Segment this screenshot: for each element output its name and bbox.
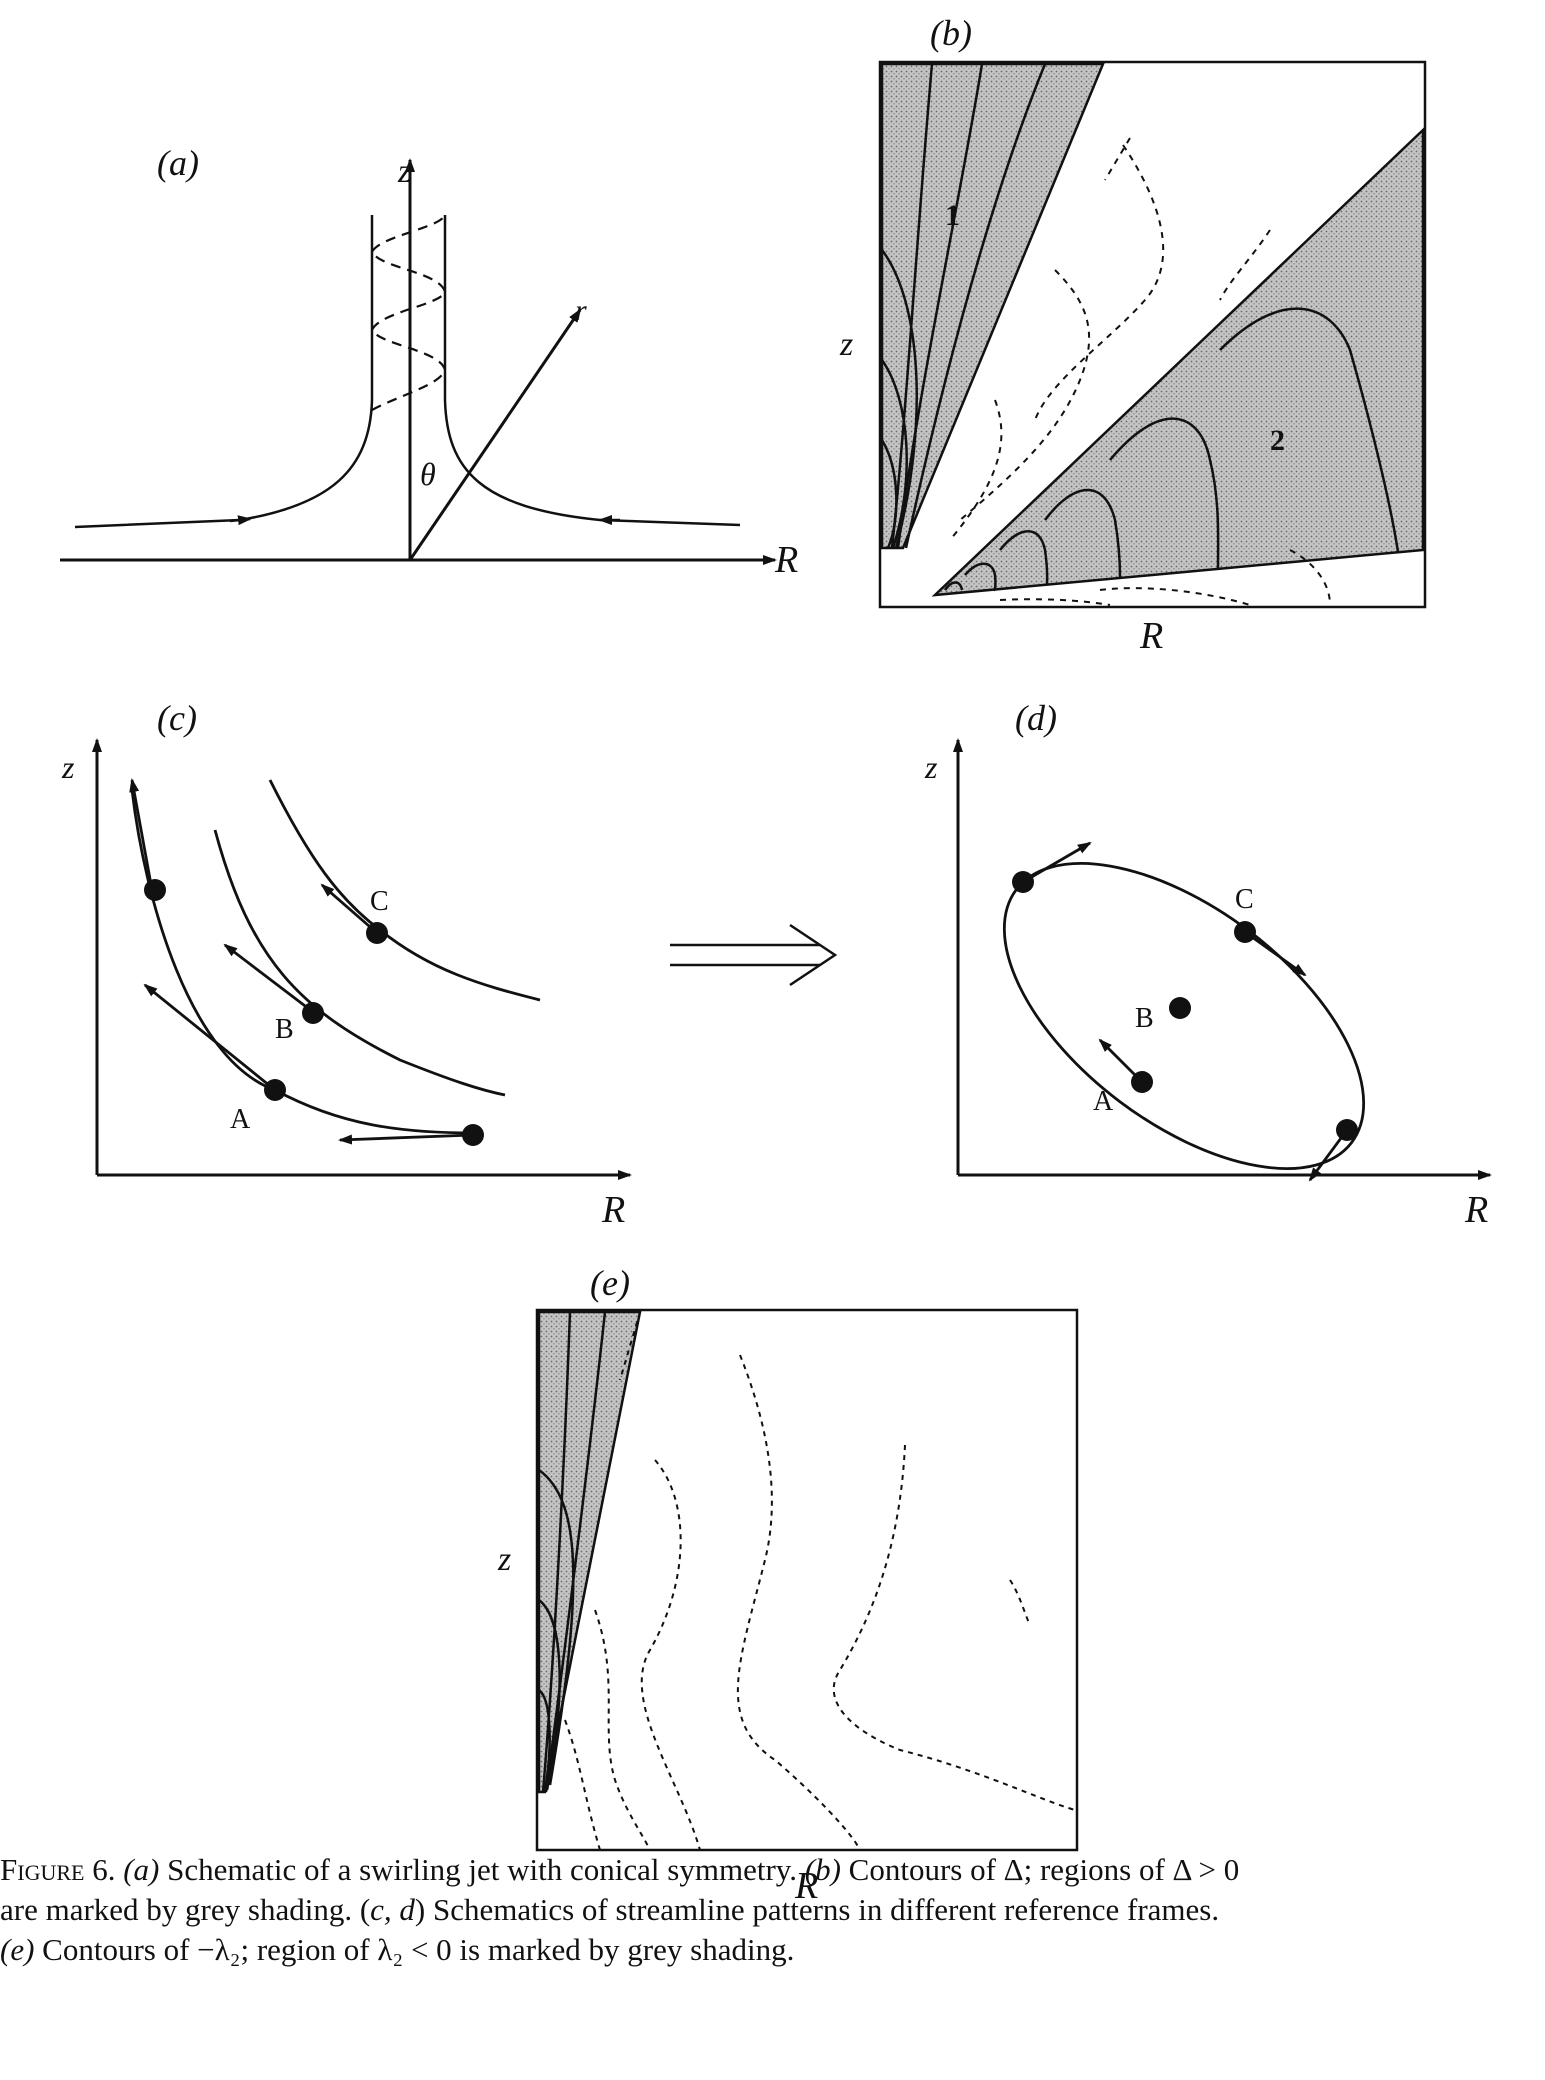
panel-e-tag: (e): [590, 1263, 630, 1303]
panel-c-velocity-arrows: [129, 778, 474, 1145]
panel-b-shaded-region-2: [931, 127, 1425, 597]
panel-e-solid-contours: [538, 1311, 607, 1793]
caption-figure-label: Figure 6.: [0, 1852, 116, 1887]
panel-c-tag: (c): [157, 698, 197, 738]
panel-c-point-A-label: A: [230, 1104, 251, 1135]
panel-d-z-label: z: [924, 749, 938, 785]
panel-d-point-B-label: B: [1135, 1003, 1154, 1034]
panel-c-streamlines: [130, 779, 541, 1135]
caption-text-e: Contours of −λ₂; region of λ₂ < 0 is mar…: [34, 1932, 795, 1967]
panel-e-z-label: z: [497, 1541, 511, 1578]
caption-part-cd: c, d: [370, 1892, 415, 1927]
panel-c-points: [144, 879, 484, 1146]
panel-a-theta-label: θ: [420, 456, 436, 492]
caption-part-b: (b): [804, 1852, 841, 1887]
panel-c-z-label: z: [61, 749, 75, 785]
panel-e-shaded-region: [537, 1310, 642, 1794]
panel-d-points: [1012, 871, 1358, 1141]
panel-b: (b): [839, 13, 1427, 657]
panel-b-tag: (b): [930, 13, 972, 53]
panel-b-region-1-contours: [880, 63, 1047, 549]
frame-transform-arrow: [670, 923, 838, 987]
caption-text-a: Schematic of a swirling jet with conical…: [159, 1852, 805, 1887]
panel-d-point-C-label: C: [1235, 884, 1254, 915]
panel-d-R-label: R: [1464, 1189, 1488, 1231]
panel-b-R-label: R: [1139, 615, 1163, 657]
panel-a-tag: (a): [157, 143, 199, 183]
caption-text-cd: ) Schematics of streamline patterns in d…: [414, 1892, 1220, 1927]
caption-part-e: (e): [0, 1932, 35, 1967]
panel-d: (d) z R A B C: [924, 698, 1492, 1231]
panel-c-R-label: R: [601, 1189, 625, 1231]
panel-b-z-label: z: [839, 326, 853, 363]
panel-a-left-streamline: [74, 215, 374, 529]
panel-a-z-label: z: [397, 153, 411, 190]
panel-b-region-2-contours: [943, 307, 1400, 592]
panel-a-r-axis: [408, 308, 582, 561]
panel-b-dashed-contours: [949, 137, 1331, 606]
panel-a-r-label: r: [575, 294, 587, 327]
panel-d-tag: (d): [1015, 698, 1057, 738]
caption-text-cd-start: are marked by grey shading. (: [0, 1892, 371, 1927]
panel-b-region-1-label: 1: [945, 199, 960, 232]
panel-e: (e) z R: [497, 1263, 1079, 1907]
panel-c: (c) z R A B C: [61, 698, 632, 1231]
panel-e-frame: [535, 1308, 1079, 1852]
panel-e-dashed-contours: [564, 1311, 1076, 1851]
caption-line-3: (e) Contours of −λ₂; region of λ₂ < 0 is…: [0, 1930, 1545, 1970]
caption-text-b: Contours of Δ; regions of Δ > 0: [840, 1852, 1240, 1887]
panel-b-shaded-region-1: [880, 62, 1105, 550]
panel-b-region-2-label: 2: [1270, 424, 1285, 457]
panel-c-point-B-label: B: [275, 1014, 294, 1045]
panel-a-R-label: R: [774, 539, 798, 581]
panel-b-frame: [878, 60, 1427, 609]
caption-line-1: Figure 6. (a) Schematic of a swirling je…: [0, 1850, 1545, 1890]
panel-a-inflow-arrow-left: [229, 515, 252, 526]
panel-e-R-label: R: [794, 1865, 818, 1907]
panel-a-right-streamline: [443, 215, 741, 527]
panel-d-point-A-label: A: [1093, 1086, 1114, 1117]
panel-a-swirl-helix: [370, 214, 447, 411]
caption-line-2: are marked by grey shading. (c, d) Schem…: [0, 1890, 1545, 1930]
figure-caption: Figure 6. (a) Schematic of a swirling je…: [0, 1850, 1545, 1970]
caption-part-a: (a): [123, 1852, 160, 1887]
panel-a: (a) R z r θ: [60, 143, 798, 581]
panel-c-point-C-label: C: [370, 886, 389, 917]
